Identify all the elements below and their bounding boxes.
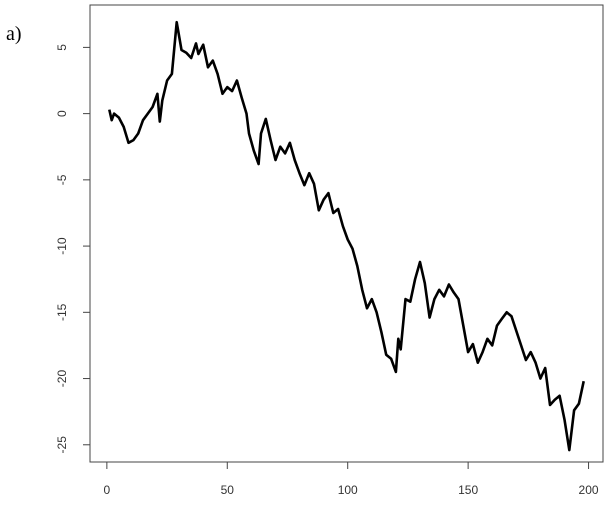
x-tick-label: 100 [338,483,358,497]
y-tick-label: -15 [55,303,69,321]
y-tick-label: -10 [55,237,69,255]
x-tick-label: 200 [579,483,599,497]
y-tick-label: 0 [55,110,69,117]
y-tick-label: -20 [55,370,69,388]
x-tick-label: 0 [104,483,111,497]
y-tick-label: 5 [55,44,69,51]
plot-frame [89,4,604,463]
y-tick-label: -5 [55,174,69,185]
y-tick-label: -25 [55,436,69,454]
panel-label: a) [6,23,22,45]
x-tick-label: 50 [221,483,235,497]
x-tick-label: 150 [458,483,478,497]
series-line [108,20,585,452]
